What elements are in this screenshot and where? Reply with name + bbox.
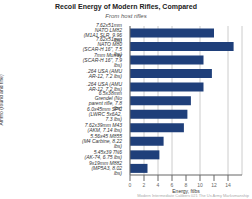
svg-text:0: 0 bbox=[129, 182, 132, 188]
svg-text:.264 USA (AMUAR-12, 7.2 lbs): .264 USA (AMUAR-12, 7.2 lbs) bbox=[87, 81, 123, 92]
svg-text:7.62x51mmNATO M80(SCAR-H 16",: 7.62x51mmNATO M80(SCAR-H 16", 7.5lbs) bbox=[83, 36, 123, 57]
svg-text:2: 2 bbox=[143, 182, 146, 188]
svg-text:6.5x38mmGrendel (Noparent rifl: 6.5x38mmGrendel (Noparent rifle, 7.8lbs) bbox=[88, 90, 123, 111]
svg-text:5.45x39 7N6(AK-74, 6.75 lbs): 5.45x39 7N6(AK-74, 6.75 lbs) bbox=[84, 149, 122, 160]
svg-text:7.62x39mm M43(AKM, 7.14 lbs): 7.62x39mm M43(AKM, 7.14 lbs) bbox=[85, 122, 123, 133]
svg-text:4: 4 bbox=[157, 182, 160, 188]
svg-text:14: 14 bbox=[225, 182, 231, 188]
svg-text:6: 6 bbox=[171, 182, 174, 188]
svg-text:.264 USA (AMUAR-12, 7.2 lbs): .264 USA (AMUAR-12, 7.2 lbs) bbox=[87, 68, 123, 79]
svg-text:5.56x45 M855(M4 Carbine, 8.22l: 5.56x45 M855(M4 Carbine, 8.22lbs) bbox=[82, 133, 122, 149]
svg-text:8: 8 bbox=[185, 182, 188, 188]
svg-text:7.62x51mmNATO LM82(M1A1 SLR, 9: 7.62x51mmNATO LM82(M1A1 SLR, 9.96lbs) bbox=[84, 22, 123, 43]
svg-text:10: 10 bbox=[197, 182, 203, 188]
svg-text:9x19mm M882(MP5A3, 8.02lbs): 9x19mm M882(MP5A3, 8.02lbs) bbox=[89, 160, 122, 176]
svg-text:12: 12 bbox=[211, 182, 217, 188]
